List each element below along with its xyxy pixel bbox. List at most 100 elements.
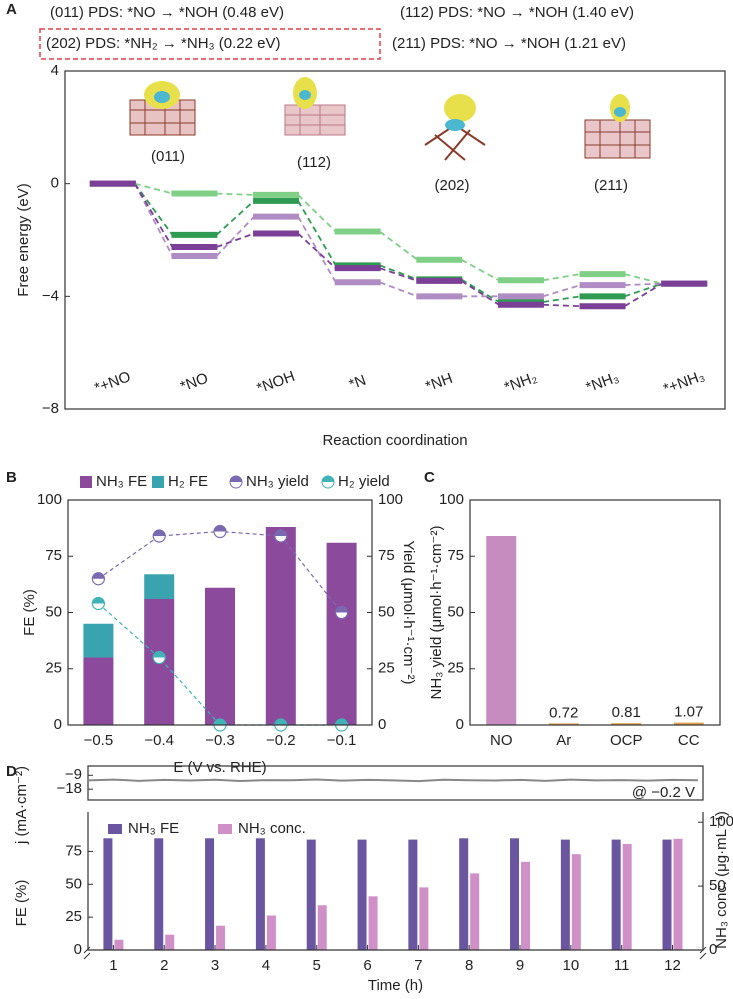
connector — [379, 281, 418, 298]
connector — [624, 282, 663, 298]
y-tick-label: 4 — [51, 62, 59, 79]
x-tick-label: 10 — [563, 957, 580, 974]
bar — [154, 838, 164, 950]
yield-marker-half — [153, 651, 166, 658]
connector — [134, 182, 173, 195]
x-tick-label: *N — [347, 372, 368, 394]
highlight-box — [39, 28, 381, 60]
connector — [542, 295, 581, 303]
connector — [215, 216, 255, 257]
x-tick-label: 2 — [160, 957, 168, 974]
plot-frame — [64, 70, 726, 410]
legend-swatch — [230, 476, 242, 482]
bar — [306, 839, 316, 950]
panel-letter: B — [6, 469, 17, 486]
y-tick-label: 0 — [51, 175, 59, 192]
connector — [379, 230, 418, 261]
x-tick-label: OCP — [610, 732, 643, 749]
axis-title: FE (%) — [21, 589, 38, 636]
value-label: 0.81 — [612, 704, 641, 721]
y-tick-label: 50 — [45, 603, 62, 620]
axis-title: Yield (μmol·h⁻¹·cm⁻²) — [400, 541, 417, 685]
bar — [266, 915, 276, 950]
structure-model — [284, 77, 346, 136]
connector — [216, 232, 255, 248]
connector — [542, 284, 581, 298]
y2-tick-label: 0 — [378, 716, 386, 733]
legend-label: (202) PDS: *NH₂ → *NH₃ (0.22 eV) — [46, 35, 281, 52]
connector — [624, 282, 663, 307]
plot-frame — [87, 812, 704, 951]
x-tick-label: −0.4 — [144, 732, 174, 749]
x-tick-label: 8 — [465, 957, 473, 974]
structure-model — [129, 81, 196, 136]
x-tick-label: 7 — [414, 957, 422, 974]
bar — [326, 542, 357, 725]
y-tick-label: −18 — [57, 780, 82, 797]
y2-tick-label: 50 — [709, 877, 726, 894]
bar — [611, 839, 621, 950]
axis-title: E (V vs. RHE) — [173, 759, 266, 776]
y-tick-label: 75 — [65, 842, 82, 859]
x-tick-label: −0.3 — [205, 732, 235, 749]
y-tick-label: 75 — [45, 547, 62, 564]
bar — [510, 838, 520, 950]
y-tick-label: 75 — [447, 547, 464, 564]
bar — [459, 838, 469, 950]
structure-model — [424, 94, 486, 161]
structure-model — [584, 94, 651, 159]
yield-marker-half — [214, 719, 226, 725]
bar — [611, 723, 642, 725]
y-tick-label: 100 — [37, 491, 62, 508]
y2-tick-label: 75 — [378, 547, 395, 564]
legend-swatch — [80, 476, 92, 488]
y-tick-label: −4 — [42, 287, 59, 304]
x-tick-label: *NO — [178, 370, 210, 396]
legend-swatch — [152, 476, 164, 488]
bar — [673, 722, 704, 725]
y-tick-label: 25 — [45, 660, 62, 677]
connector — [460, 278, 500, 303]
bar — [521, 861, 531, 950]
legend-label: NH₃ yield — [246, 473, 309, 490]
panel-letter: D — [6, 763, 17, 780]
connector — [542, 273, 581, 282]
connector — [624, 282, 663, 286]
yield-marker-half — [335, 719, 348, 725]
connector — [134, 183, 174, 248]
y-tick-label: 50 — [65, 875, 82, 892]
x-tick-label: −0.2 — [266, 732, 296, 749]
connector — [460, 258, 500, 282]
x-tick-label: *NH — [423, 370, 455, 395]
connector — [215, 200, 255, 236]
x-tick-label: 11 — [614, 957, 630, 974]
bar — [165, 934, 175, 950]
axis-title: Free energy (eV) — [15, 183, 32, 296]
yield-marker-half — [153, 530, 166, 536]
value-label: 0.72 — [549, 704, 578, 721]
yield-marker-half — [92, 572, 105, 579]
legend-swatch — [218, 824, 232, 834]
bar — [83, 623, 114, 658]
x-tick-label: *NH₃ — [584, 369, 621, 396]
axis-title: j (mA·cm⁻²) — [13, 766, 30, 845]
bar — [205, 838, 215, 950]
bar — [265, 527, 296, 725]
y2-tick-label: 100 — [709, 813, 733, 830]
structure-models — [129, 77, 651, 161]
bar — [317, 905, 327, 950]
axis-break — [83, 946, 707, 960]
x-tick-label: *+NH₃ — [661, 367, 707, 397]
x-tick-label: CC — [678, 732, 700, 749]
connector — [297, 194, 337, 233]
connector — [297, 232, 337, 269]
y2-tick-label: 0 — [709, 941, 717, 958]
current-trace — [87, 778, 698, 783]
legend-label: NH₃ conc. — [238, 820, 306, 837]
bar — [571, 854, 581, 950]
legend-label: H₂ FE — [168, 473, 208, 490]
bar — [368, 896, 378, 950]
bar — [662, 839, 672, 950]
bar — [255, 838, 265, 950]
